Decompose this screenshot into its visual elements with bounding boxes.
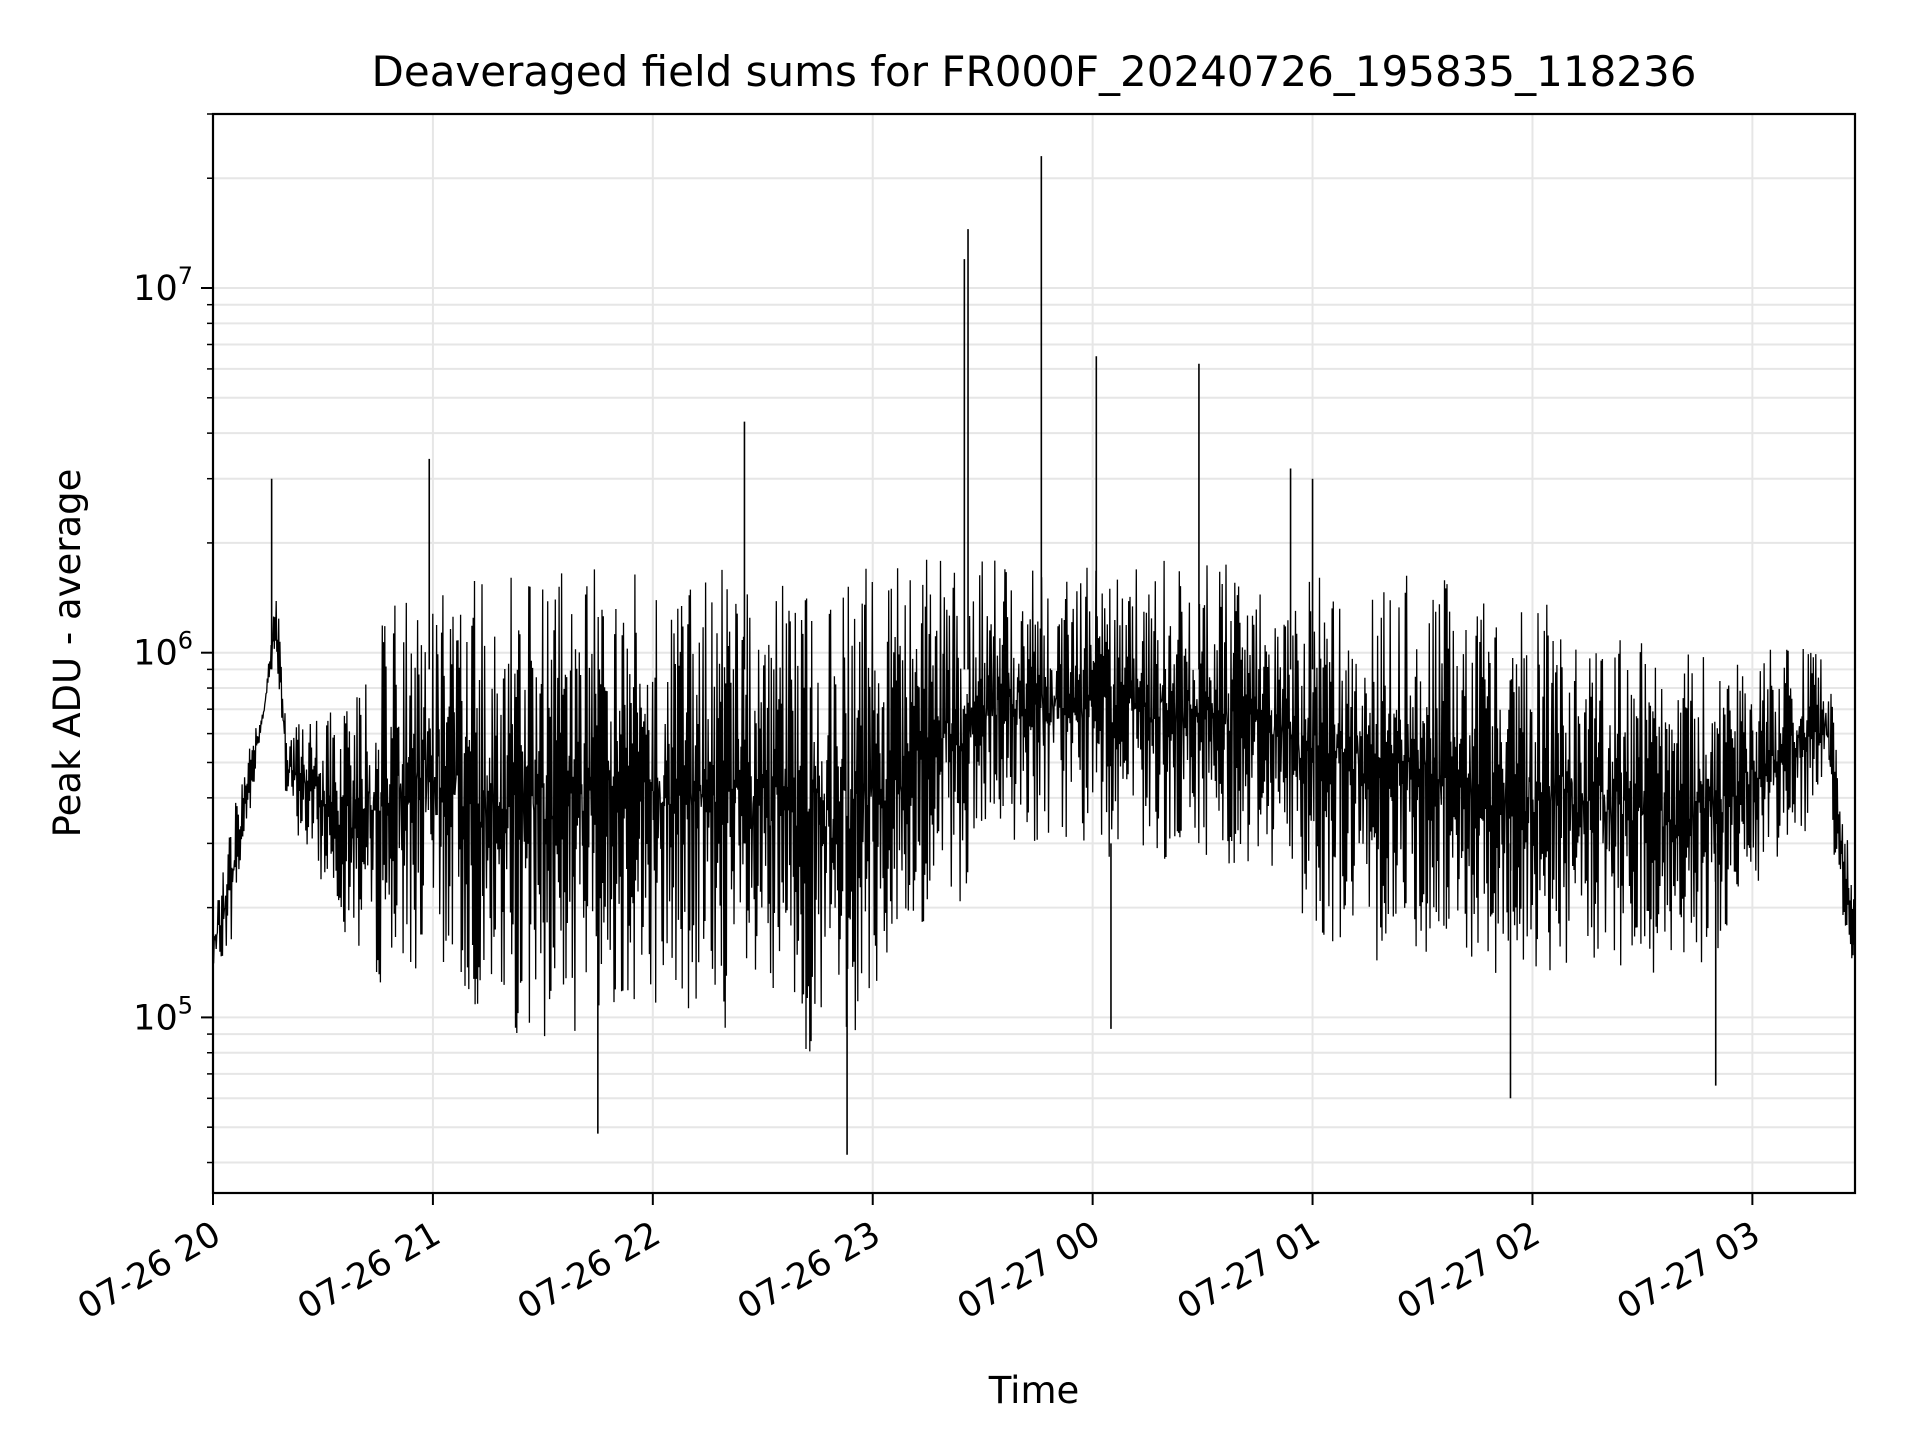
series-line [213,559,1855,1052]
x-axis-label: Time [988,1369,1080,1412]
y-tick-label: 106 [133,627,193,674]
chart-title: Deaveraged field sums for FR000F_2024072… [372,47,1697,96]
y-axis-label: Peak ADU - average [46,469,89,838]
data-series [213,156,1855,1155]
y-tick-label: 107 [133,262,193,309]
y-tick-label: 105 [133,991,193,1038]
